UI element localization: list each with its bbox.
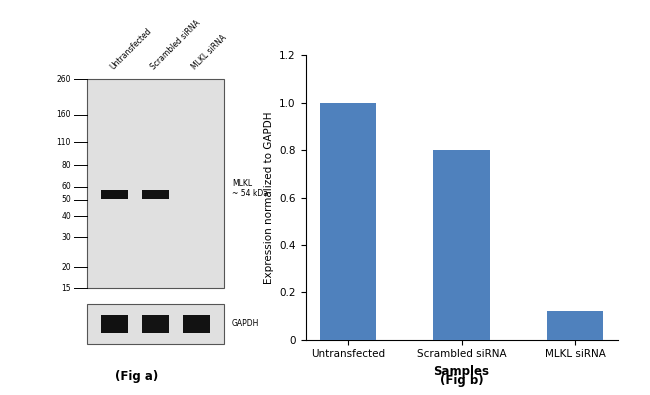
Y-axis label: Expression normalized to GAPDH: Expression normalized to GAPDH bbox=[264, 111, 274, 284]
Bar bbox=[87, 79, 224, 288]
Text: 15: 15 bbox=[61, 284, 71, 293]
Text: 60: 60 bbox=[61, 182, 71, 191]
Text: 40: 40 bbox=[61, 212, 71, 221]
Text: Scrambled siRNA: Scrambled siRNA bbox=[150, 18, 202, 71]
Text: 30: 30 bbox=[61, 233, 71, 242]
Bar bbox=[433, 150, 490, 340]
Text: 110: 110 bbox=[57, 137, 71, 147]
Text: GAPDH: GAPDH bbox=[232, 320, 259, 328]
Text: (Fig b): (Fig b) bbox=[439, 374, 484, 387]
Text: 20: 20 bbox=[61, 263, 71, 272]
Bar bbox=[183, 315, 210, 333]
Text: Untransfected: Untransfected bbox=[109, 26, 153, 71]
Bar bbox=[320, 103, 376, 340]
Bar bbox=[87, 304, 224, 344]
Text: MLKL siRNA: MLKL siRNA bbox=[190, 33, 228, 71]
Text: 160: 160 bbox=[57, 110, 71, 119]
Bar bbox=[547, 311, 603, 340]
Bar bbox=[101, 190, 128, 199]
Text: (Fig a): (Fig a) bbox=[115, 370, 158, 383]
Text: 260: 260 bbox=[57, 75, 71, 83]
Text: 50: 50 bbox=[61, 196, 71, 205]
Text: MLKL
~ 54 kDa: MLKL ~ 54 kDa bbox=[232, 179, 268, 198]
X-axis label: Samples: Samples bbox=[434, 365, 489, 378]
Bar bbox=[142, 315, 169, 333]
Text: 80: 80 bbox=[61, 161, 71, 170]
Bar bbox=[101, 315, 128, 333]
Bar bbox=[142, 190, 169, 199]
